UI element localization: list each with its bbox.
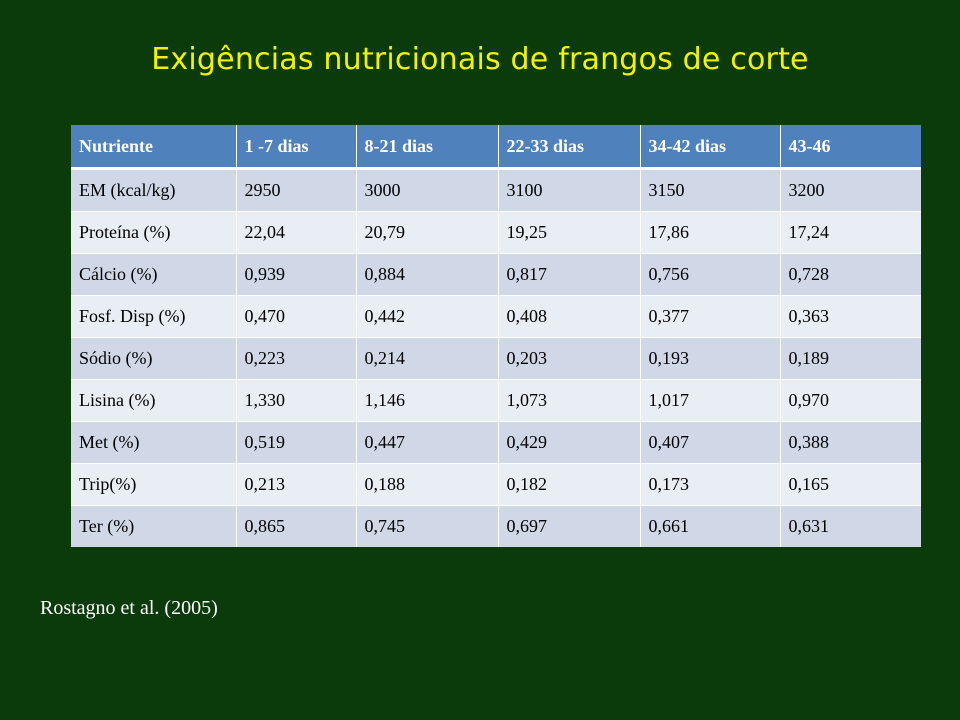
table-cell: 0,214: [356, 337, 499, 380]
table-cell: 22,04: [236, 211, 357, 254]
table-row: Sódio (%) 0,223 0,214 0,203 0,193 0,189: [71, 337, 921, 380]
table-cell: 0,939: [236, 253, 357, 296]
table-cell: 0,408: [498, 295, 641, 338]
table-row: Lisina (%) 1,330 1,146 1,073 1,017 0,970: [71, 379, 921, 422]
table-row: Cálcio (%) 0,939 0,884 0,817 0,756 0,728: [71, 253, 921, 296]
table-row: EM (kcal/kg) 2950 3000 3100 3150 3200: [71, 168, 921, 212]
table-cell: 20,79: [356, 211, 499, 254]
table-cell: 0,213: [236, 463, 357, 506]
table-cell: 0,661: [640, 505, 781, 547]
table-cell: 0,631: [780, 505, 921, 547]
table-cell: 0,756: [640, 253, 781, 296]
table-cell: 0,470: [236, 295, 357, 338]
column-header: 22-33 dias: [498, 125, 641, 170]
table-cell: 0,407: [640, 421, 781, 464]
row-label: Sódio (%): [71, 337, 237, 380]
table-cell: 0,697: [498, 505, 641, 547]
table-cell: 0,189: [780, 337, 921, 380]
table-cell: 0,447: [356, 421, 499, 464]
table-row: Trip(%) 0,213 0,188 0,182 0,173 0,165: [71, 463, 921, 506]
nutrient-table: Nutriente 1 -7 dias 8-21 dias 22-33 dias…: [71, 125, 921, 547]
table-cell: 0,865: [236, 505, 357, 547]
table-cell: 0,173: [640, 463, 781, 506]
slide-title: Exigências nutricionais de frangos de co…: [151, 42, 809, 77]
table-cell: 17,24: [780, 211, 921, 254]
row-label: Trip(%): [71, 463, 237, 506]
table-row: Proteína (%) 22,04 20,79 19,25 17,86 17,…: [71, 211, 921, 254]
table-cell: 0,377: [640, 295, 781, 338]
table-cell: 3000: [356, 168, 499, 212]
table-cell: 0,745: [356, 505, 499, 547]
table-cell: 1,017: [640, 379, 781, 422]
table-cell: 1,073: [498, 379, 641, 422]
table-cell: 1,146: [356, 379, 499, 422]
column-header: 43-46: [780, 125, 921, 170]
source-citation: Rostagno et al. (2005): [40, 597, 218, 619]
table-cell: 0,884: [356, 253, 499, 296]
row-label: Cálcio (%): [71, 253, 237, 296]
table-cell: 0,203: [498, 337, 641, 380]
table-cell: 3150: [640, 168, 781, 212]
column-header: 8-21 dias: [356, 125, 499, 170]
table-row: Met (%) 0,519 0,447 0,429 0,407 0,388: [71, 421, 921, 464]
table-cell: 1,330: [236, 379, 357, 422]
table-cell: 0,193: [640, 337, 781, 380]
column-header: 34-42 dias: [640, 125, 781, 170]
table-header-row: Nutriente 1 -7 dias 8-21 dias 22-33 dias…: [71, 125, 921, 170]
table-cell: 0,388: [780, 421, 921, 464]
table-cell: 0,223: [236, 337, 357, 380]
table-cell: 0,165: [780, 463, 921, 506]
table-cell: 19,25: [498, 211, 641, 254]
table-cell: 0,182: [498, 463, 641, 506]
row-label: Proteína (%): [71, 211, 237, 254]
column-header: 1 -7 dias: [236, 125, 357, 170]
table-cell: 0,429: [498, 421, 641, 464]
table-row: Ter (%) 0,865 0,745 0,697 0,661 0,631: [71, 505, 921, 547]
row-label: Fosf. Disp (%): [71, 295, 237, 338]
table-cell: 17,86: [640, 211, 781, 254]
table-cell: 0,442: [356, 295, 499, 338]
table-cell: 0,970: [780, 379, 921, 422]
row-label: EM (kcal/kg): [71, 168, 237, 212]
table-cell: 2950: [236, 168, 357, 212]
table-cell: 0,363: [780, 295, 921, 338]
table-cell: 0,188: [356, 463, 499, 506]
column-header: Nutriente: [71, 125, 237, 170]
row-label: Met (%): [71, 421, 237, 464]
table-cell: 0,728: [780, 253, 921, 296]
table-cell: 0,519: [236, 421, 357, 464]
table-cell: 3200: [780, 168, 921, 212]
table-cell: 0,817: [498, 253, 641, 296]
table-row: Fosf. Disp (%) 0,470 0,442 0,408 0,377 0…: [71, 295, 921, 338]
row-label: Ter (%): [71, 505, 237, 547]
row-label: Lisina (%): [71, 379, 237, 422]
table-cell: 3100: [498, 168, 641, 212]
